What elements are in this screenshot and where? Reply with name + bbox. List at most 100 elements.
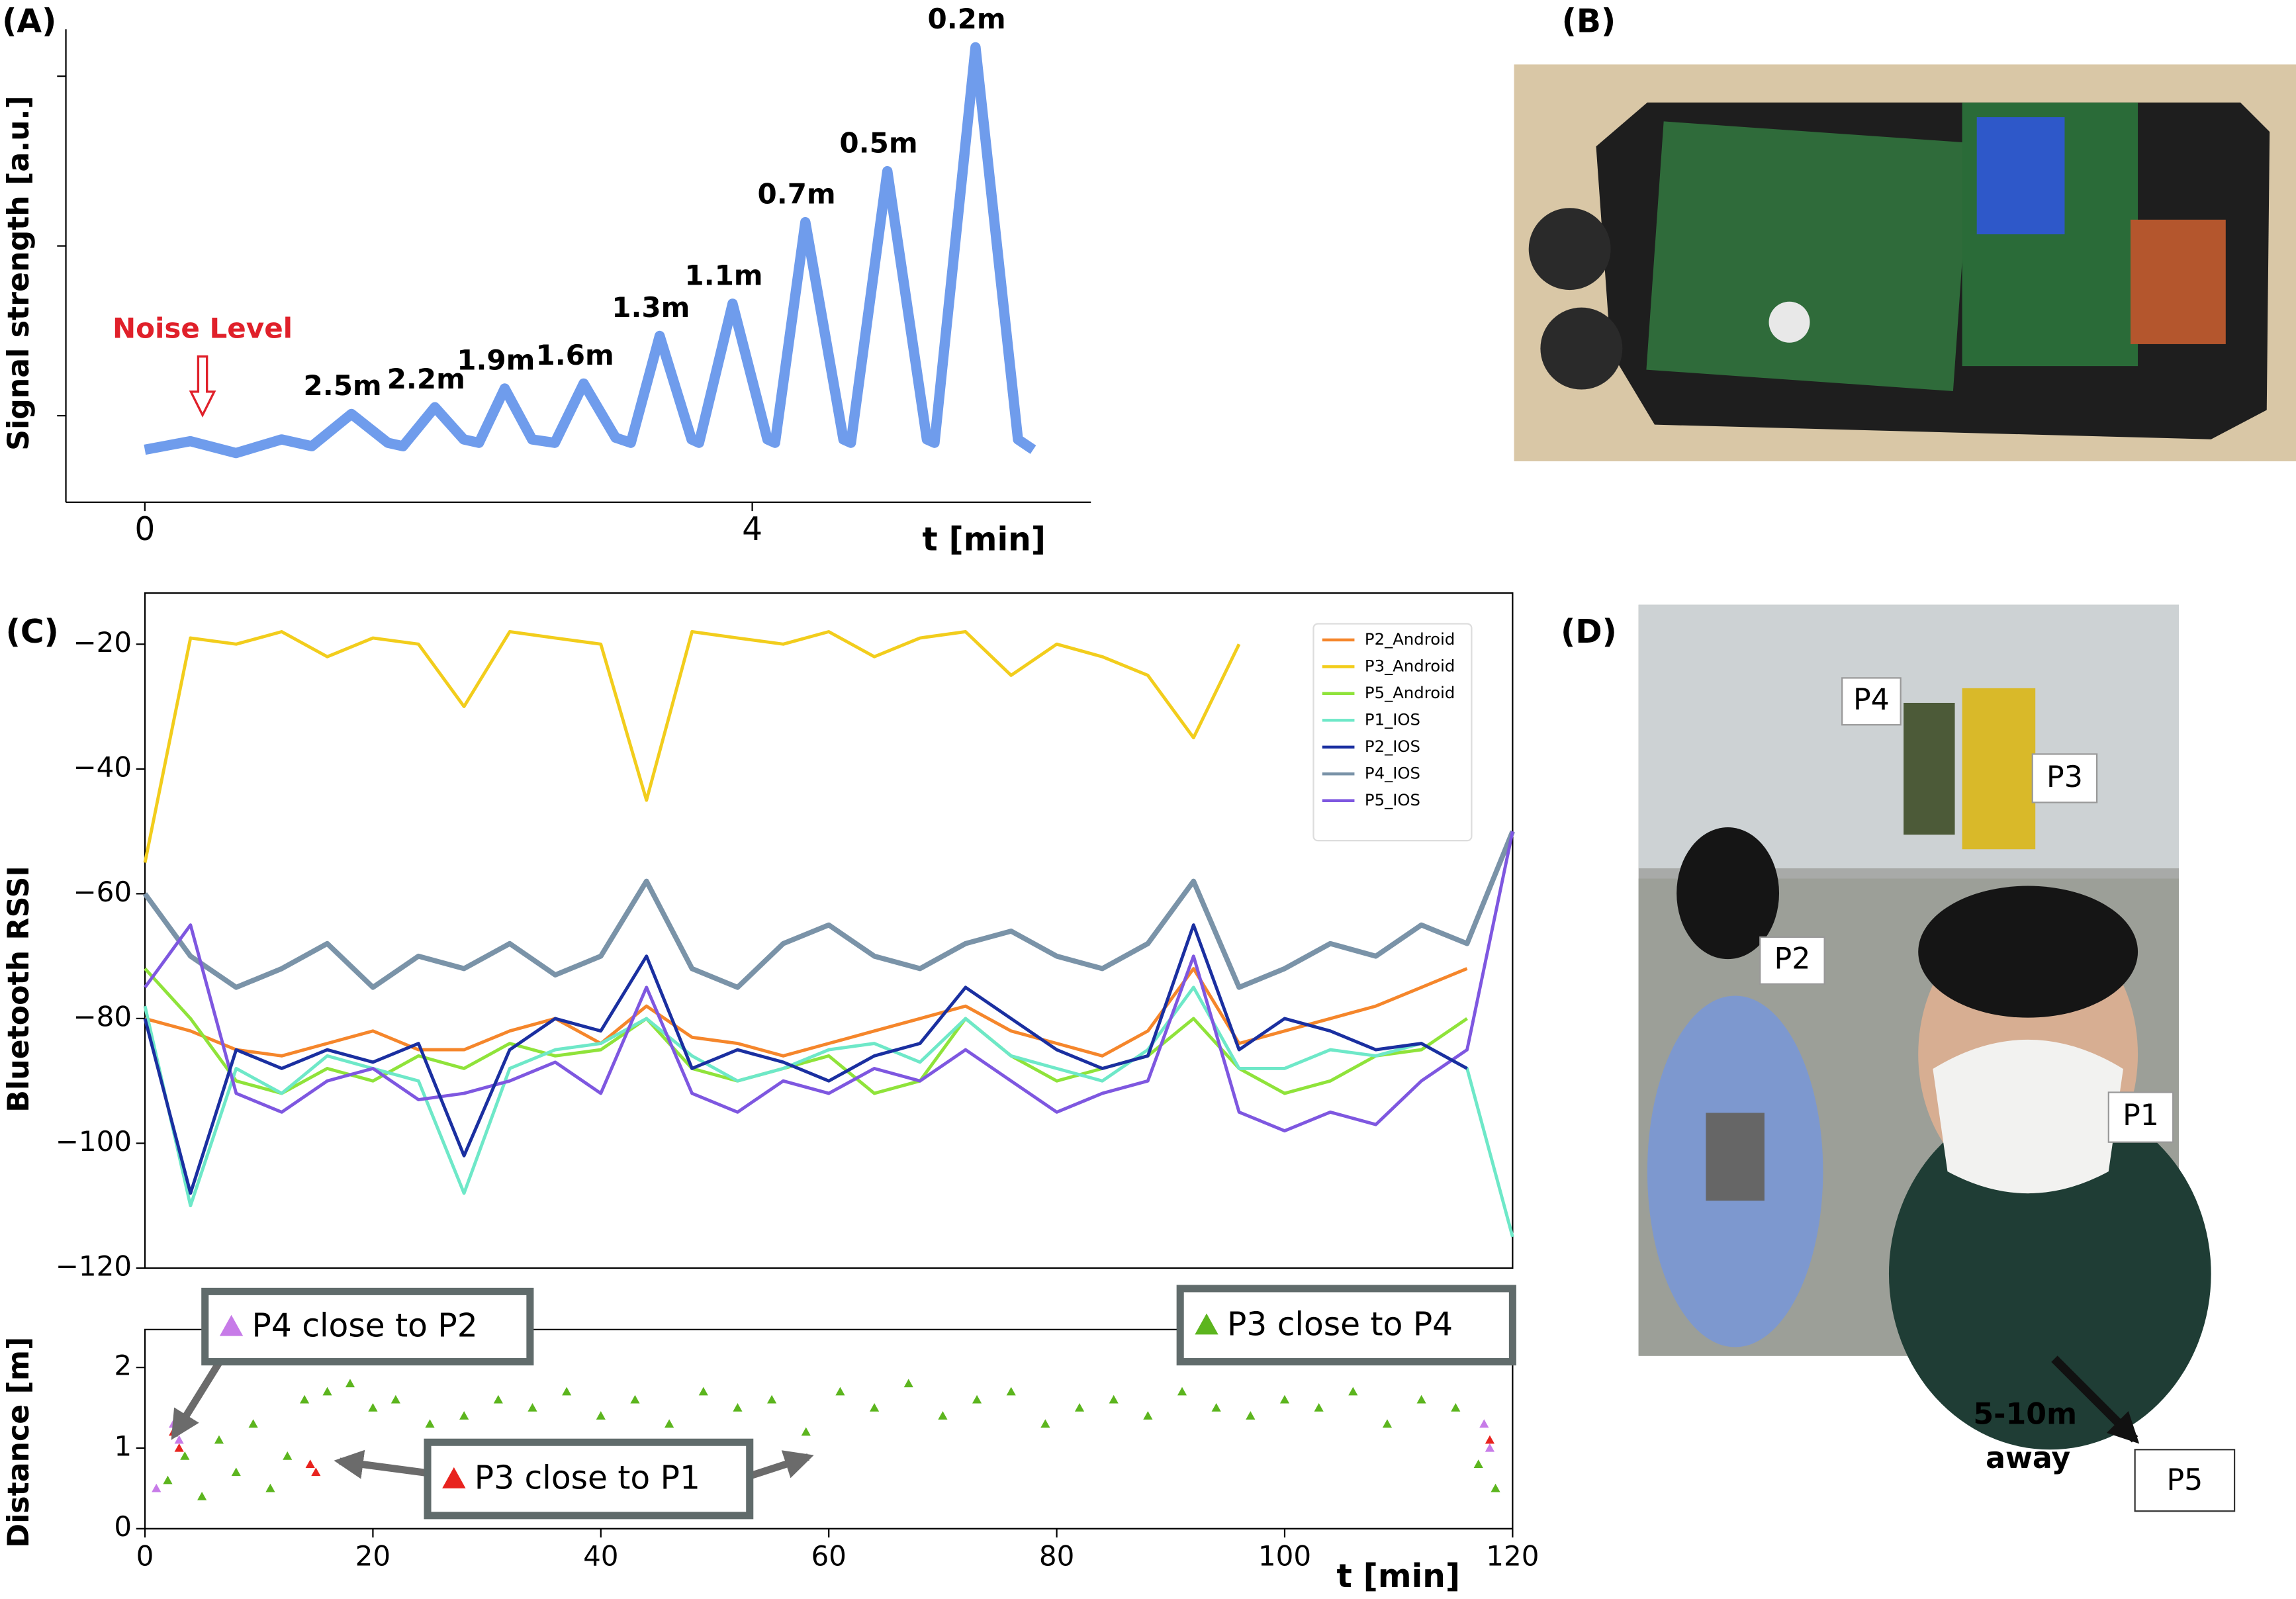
photo-device [1514, 64, 2296, 461]
callout-arrow [749, 1450, 814, 1480]
x-tick-label: 60 [811, 1540, 846, 1573]
peak-label: 1.1m [684, 259, 762, 291]
peak-label: 0.7m [758, 177, 836, 210]
distance-point [231, 1467, 241, 1477]
person-label: P5 [2166, 1463, 2203, 1497]
y-tick-label: −80 [73, 1000, 132, 1032]
legend-label: P2_IOS [1365, 737, 1420, 756]
distance-note: 5-10m [1973, 1397, 2077, 1431]
callout-label: P4 close to P2 [252, 1308, 478, 1345]
y-axis-label: Bluetooth RSSI [2, 866, 36, 1113]
distance-point [390, 1394, 400, 1404]
peak-label: 1.9m [457, 344, 535, 377]
x-tick-label: 4 [742, 511, 762, 548]
peak-label: 0.5m [839, 126, 917, 159]
peak-label: 1.6m [536, 339, 614, 371]
distance-point [152, 1483, 161, 1492]
callout-label: P3 close to P1 [475, 1460, 700, 1497]
distance-point [248, 1419, 258, 1428]
x-tick-label: 40 [583, 1540, 618, 1573]
distance-point [311, 1467, 321, 1477]
callout-arrow [171, 1359, 223, 1440]
legend-label: P2_Android [1365, 629, 1455, 649]
distance-note: away [1986, 1441, 2070, 1475]
distance-point [283, 1451, 293, 1460]
distance-point [1451, 1402, 1461, 1412]
distance-point [1479, 1419, 1489, 1428]
peak-label: 2.2m [387, 363, 465, 395]
callout-box [1176, 1285, 1516, 1366]
x-axis-label: t [min] [1336, 1558, 1460, 1595]
distance-point [1279, 1394, 1290, 1404]
distance-point [197, 1491, 207, 1500]
callout-arrow [334, 1449, 428, 1479]
distance-point [305, 1459, 315, 1468]
person-label: P1 [2123, 1099, 2159, 1132]
distance-point [493, 1394, 503, 1404]
distance-point [265, 1483, 275, 1492]
panel-label: (A) [2, 3, 56, 40]
y-tick-label: −100 [56, 1125, 132, 1158]
panel-label: (D) [1561, 614, 1617, 651]
distance-point [425, 1419, 435, 1428]
callout-icon [1195, 1313, 1218, 1335]
distance-point [596, 1411, 606, 1420]
distance-point [1348, 1387, 1358, 1396]
distance-point [665, 1419, 674, 1428]
p5-box [2134, 1449, 2236, 1512]
person-label: P4 [1853, 683, 1890, 717]
distance-point [1177, 1387, 1187, 1396]
y-tick-label: 1 [114, 1430, 132, 1462]
distance-point [322, 1387, 332, 1396]
distance-point [767, 1394, 777, 1404]
peak-label: 1.3m [612, 291, 690, 324]
distance-point [870, 1402, 880, 1412]
peak-label: 0.2m [927, 3, 1005, 35]
rssi-line [142, 830, 1515, 990]
distance-point [1246, 1411, 1256, 1420]
x-axis-label: t [min] [922, 522, 1046, 559]
legend-label: P5_IOS [1365, 790, 1420, 809]
y-tick-label: −20 [73, 626, 132, 659]
distance-point [300, 1394, 310, 1404]
rssi-line [144, 967, 1468, 1058]
photo-people [1638, 604, 2211, 1450]
panel-label: (C) [6, 614, 59, 651]
distance-point [562, 1387, 572, 1396]
distance-point [733, 1402, 743, 1412]
y-axis-label: Signal strength [a.u.] [2, 95, 36, 450]
x-tick-label: 100 [1258, 1540, 1311, 1573]
peak-label: 2.5m [304, 369, 382, 402]
distance-point [528, 1402, 537, 1412]
distance-point [368, 1402, 378, 1412]
rssi-line [144, 831, 1514, 1133]
plot-frame [144, 592, 1514, 1269]
noise-arrow [189, 355, 216, 418]
distance-point [972, 1394, 982, 1404]
callout-icon [219, 1314, 244, 1336]
distance-point [1006, 1387, 1016, 1396]
distance-point [1473, 1459, 1483, 1468]
distance-point [903, 1379, 913, 1388]
signal-line [144, 42, 1036, 459]
y-tick-label: −40 [73, 751, 132, 783]
y-tick-label: 0 [114, 1510, 132, 1543]
rssi-line [143, 630, 1241, 863]
callout-box [424, 1438, 754, 1520]
distance-point [835, 1387, 845, 1396]
distance-point [1382, 1419, 1393, 1428]
rssi-line [143, 923, 1468, 1195]
noise-label: Noise Level [113, 312, 293, 344]
x-tick-label: 80 [1039, 1540, 1074, 1573]
distance-point [1485, 1443, 1495, 1452]
distance-point [1211, 1402, 1221, 1412]
y-tick-label: 2 [114, 1349, 132, 1382]
distance-point [174, 1443, 184, 1452]
person-label: P3 [2046, 760, 2083, 794]
callout-box [201, 1287, 534, 1366]
callout-label: P3 close to P4 [1227, 1306, 1453, 1343]
distance-point [214, 1435, 224, 1444]
legend-label: P4_IOS [1365, 763, 1420, 782]
